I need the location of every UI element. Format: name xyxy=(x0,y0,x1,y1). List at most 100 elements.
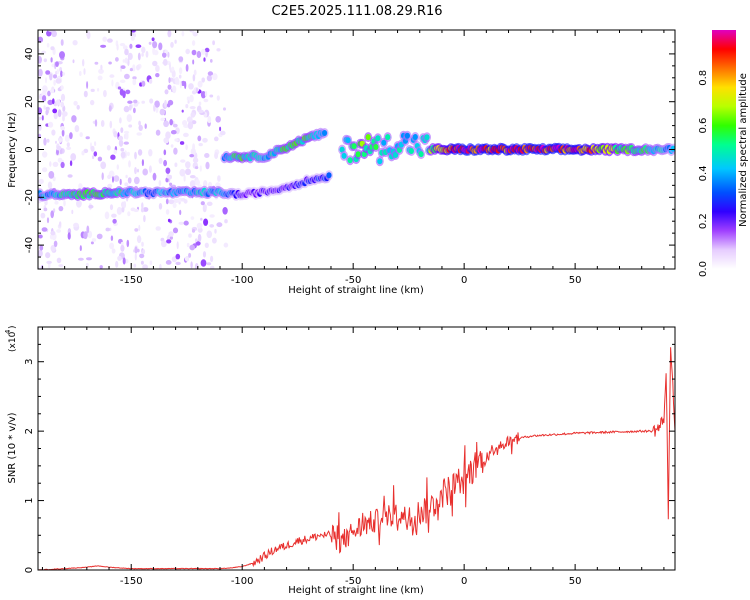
noise-speckle xyxy=(165,167,171,174)
snr-multiplier-close: ) xyxy=(8,325,18,329)
noise-speckle xyxy=(129,32,135,36)
noise-speckle xyxy=(113,149,118,154)
noise-speckle xyxy=(181,109,184,113)
colorbar-label: Normalized spectral amplitude xyxy=(738,73,749,227)
noise-speckle xyxy=(90,145,95,152)
noise-speckle xyxy=(179,209,182,216)
snr-line xyxy=(38,347,675,570)
noise-speckle xyxy=(182,120,188,126)
noise-speckle xyxy=(45,77,47,84)
noise-speckle xyxy=(143,215,146,223)
noise-speckle xyxy=(178,197,183,202)
noise-speckle xyxy=(46,43,50,48)
ridge-point xyxy=(408,148,414,154)
noise-speckle xyxy=(190,216,195,220)
noise-speckle xyxy=(197,135,202,142)
noise-speckle xyxy=(188,252,192,258)
y-tick-label: 1 xyxy=(24,497,35,503)
noise-speckle xyxy=(126,114,132,123)
noise-speckle xyxy=(168,199,175,205)
noise-speckle xyxy=(50,244,56,252)
noise-speckle xyxy=(129,104,132,111)
noise-speckle xyxy=(55,140,57,144)
ridge-point xyxy=(341,152,347,159)
noise-speckle xyxy=(133,107,136,114)
noise-speckle xyxy=(124,182,129,187)
noise-speckle xyxy=(163,120,170,128)
noise-speckle xyxy=(90,241,94,245)
noise-speckle xyxy=(165,260,172,265)
noise-speckle xyxy=(172,85,177,94)
noise-speckle xyxy=(120,151,126,158)
noise-speckle xyxy=(192,59,195,65)
noise-speckle xyxy=(118,139,124,147)
noise-speckle xyxy=(50,210,54,219)
noise-speckle xyxy=(159,263,162,269)
noise-speckle xyxy=(153,104,156,112)
noise-speckle xyxy=(198,101,202,106)
noise-speckle xyxy=(53,208,56,213)
noise-speckle xyxy=(164,99,167,108)
noise-speckle xyxy=(206,74,212,82)
noise-speckle xyxy=(115,260,119,268)
noise-speckle xyxy=(97,75,103,81)
noise-speckle xyxy=(42,95,47,102)
ridge-point xyxy=(355,151,361,158)
noise-speckle xyxy=(158,42,163,51)
noise-speckle xyxy=(124,73,130,80)
noise-speckle xyxy=(159,108,165,116)
noise-speckle xyxy=(92,155,95,160)
noise-speckle xyxy=(76,104,80,110)
noise-speckle xyxy=(119,79,126,84)
noise-speckle xyxy=(178,56,184,62)
noise-speckle xyxy=(222,207,228,215)
noise-speckle xyxy=(38,123,42,131)
noise-speckle xyxy=(223,242,229,248)
noise-speckle xyxy=(166,236,170,240)
noise-speckle xyxy=(187,121,194,130)
noise-speckle xyxy=(149,260,153,266)
snr-y-ticks: 0 1 2 3 xyxy=(24,343,675,573)
noise-speckle xyxy=(139,253,145,259)
noise-speckle xyxy=(201,48,206,55)
noise-speckle xyxy=(137,149,143,156)
x-tick-label: -100 xyxy=(231,576,254,587)
noise-speckle xyxy=(148,41,152,45)
noise-speckle xyxy=(119,117,122,124)
noise-speckle xyxy=(59,138,62,143)
noise-speckle xyxy=(166,173,170,179)
noise-speckle xyxy=(205,51,208,58)
noise-speckle xyxy=(189,244,195,251)
noise-speckle xyxy=(183,132,189,138)
noise-speckle xyxy=(176,241,179,250)
noise-speckle xyxy=(190,112,196,118)
noise-speckle xyxy=(203,98,209,103)
noise-speckle xyxy=(97,88,100,92)
noise-speckle xyxy=(120,147,125,152)
noise-speckle xyxy=(209,94,214,98)
noise-speckle xyxy=(102,36,107,42)
snr-multiplier: (x10 4 ) xyxy=(4,325,18,352)
noise-speckle xyxy=(133,208,139,213)
noise-speckle xyxy=(117,255,122,261)
noise-speckle xyxy=(60,93,66,102)
noise-speckle xyxy=(133,99,138,104)
noise-speckle xyxy=(59,221,62,227)
noise-speckle xyxy=(113,131,118,138)
noise-speckle xyxy=(38,178,44,185)
ridge-point xyxy=(373,144,379,150)
x-tick-label: 0 xyxy=(461,275,467,286)
noise-speckle xyxy=(124,48,129,56)
noise-speckle xyxy=(45,109,49,116)
noise-speckle xyxy=(185,104,189,109)
noise-speckle xyxy=(53,240,58,247)
noise-speckle xyxy=(40,212,46,219)
noise-speckle xyxy=(117,86,122,90)
ridge-point xyxy=(670,145,675,152)
x-tick-label: 0 xyxy=(461,576,467,587)
noise-speckle xyxy=(171,66,175,72)
noise-speckle xyxy=(120,244,125,252)
snr-multiplier-exp: 4 xyxy=(4,329,12,334)
noise-speckle xyxy=(50,230,56,236)
noise-speckle xyxy=(110,235,114,241)
